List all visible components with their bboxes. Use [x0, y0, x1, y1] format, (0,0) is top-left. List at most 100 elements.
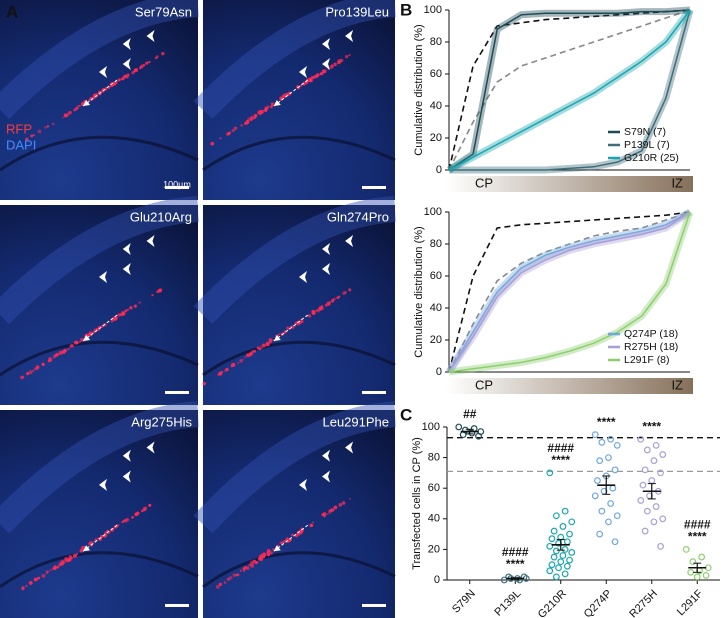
rfp-cell	[253, 349, 257, 353]
rfp-cell	[25, 584, 28, 588]
y-tick-label: 40	[428, 513, 440, 525]
rfp-cell	[295, 322, 298, 325]
data-point	[557, 558, 565, 566]
rfp-cell	[49, 569, 52, 572]
rfp-cell	[148, 503, 152, 507]
rfp-cell	[333, 62, 337, 67]
rfp-cell	[258, 348, 262, 351]
rfp-cell	[110, 527, 115, 532]
migration-arrow	[82, 524, 118, 552]
micrograph: Ser79Asn	[0, 0, 199, 200]
arrow-head	[273, 545, 281, 552]
rfp-cell	[202, 381, 207, 386]
rfp-cell	[218, 582, 223, 587]
panel-label: B	[400, 0, 412, 19]
rfp-cell	[62, 559, 67, 563]
rfp-cell	[348, 54, 351, 57]
region-label: IZ	[671, 175, 683, 190]
data-point	[682, 546, 690, 553]
rfp-cell	[63, 348, 67, 353]
micrograph: Pro139Leu	[193, 0, 397, 200]
rfp-cell	[246, 353, 250, 358]
rfp-cell	[53, 354, 57, 358]
rfp-cell	[231, 128, 235, 133]
rfp-cell	[348, 288, 352, 292]
data-point	[566, 556, 573, 564]
significance-label: ####	[547, 441, 574, 455]
arrowhead-marker	[122, 243, 131, 255]
data-point	[546, 469, 554, 477]
data-point	[605, 454, 612, 462]
significance-label: ****	[597, 415, 616, 429]
rfp-cell	[225, 368, 229, 372]
data-point	[548, 535, 556, 543]
data-point	[552, 573, 560, 581]
rfp-cell	[290, 534, 293, 537]
rfp-cell	[314, 310, 317, 313]
rfp-cell	[62, 116, 64, 119]
rfp-cell	[131, 516, 134, 519]
rfp-cell	[79, 340, 81, 343]
data-point	[659, 515, 667, 523]
data-point	[659, 451, 667, 458]
legend-label: R275H (18)	[624, 341, 678, 353]
series-line	[448, 211, 691, 373]
data-point	[689, 558, 697, 566]
rfp-cell	[52, 357, 55, 359]
x-tick-label: Q274P	[582, 588, 615, 618]
channel-label: RFP	[6, 121, 32, 136]
series-line	[448, 211, 691, 373]
legend-label: S79N (7)	[624, 126, 666, 138]
rfp-cell	[121, 77, 125, 81]
rfp-cell	[332, 509, 335, 512]
image-label: Gln274Pro	[327, 209, 389, 224]
image-label: Leu291Phe	[322, 414, 389, 429]
rfp-cell	[139, 65, 143, 69]
rfp-cell	[315, 75, 318, 78]
rfp-cell	[341, 501, 346, 505]
data-point	[568, 549, 576, 556]
data-point	[552, 512, 560, 520]
image-background	[203, 205, 395, 405]
cortex-band	[0, 0, 199, 120]
rfp-cell	[247, 117, 251, 121]
rfp-cell	[318, 307, 322, 311]
legend-label: L291F (8)	[624, 354, 670, 366]
data-point	[598, 438, 606, 446]
rfp-cell	[69, 344, 73, 348]
rfp-cell	[254, 562, 257, 565]
rfp-cell	[243, 569, 246, 572]
arrowhead-marker	[322, 470, 331, 483]
data-point	[568, 518, 576, 526]
rfp-cell	[144, 506, 148, 510]
rfp-cell	[337, 60, 341, 65]
arrowhead-marker	[322, 263, 331, 275]
rfp-cell	[244, 356, 247, 359]
data-point	[607, 435, 615, 443]
rfp-cell	[263, 556, 266, 559]
channel-label: DAPI	[6, 137, 36, 152]
data-point	[596, 457, 604, 465]
rfp-cell	[37, 129, 42, 134]
rfp-cell	[252, 559, 256, 563]
rfp-cell	[74, 107, 78, 111]
significance-label: ****	[642, 419, 661, 433]
rfp-cell	[32, 134, 35, 137]
rfp-cell	[112, 82, 117, 86]
rfp-cell	[338, 503, 343, 507]
rfp-cell	[107, 87, 110, 90]
data-point	[591, 492, 599, 500]
rfp-cell	[336, 296, 340, 300]
data-point	[561, 507, 569, 515]
rfp-cell	[121, 311, 126, 315]
rfp-cell	[266, 105, 270, 108]
data-point	[548, 561, 556, 569]
y-tick-label: 40	[430, 302, 442, 314]
arrowhead-marker	[146, 30, 155, 42]
rfp-cell	[321, 69, 326, 74]
y-tick-label: 100	[424, 206, 442, 218]
rfp-cell	[223, 581, 227, 584]
rfp-cell	[125, 74, 129, 79]
arrow-head	[83, 335, 91, 341]
data-point	[643, 507, 651, 515]
